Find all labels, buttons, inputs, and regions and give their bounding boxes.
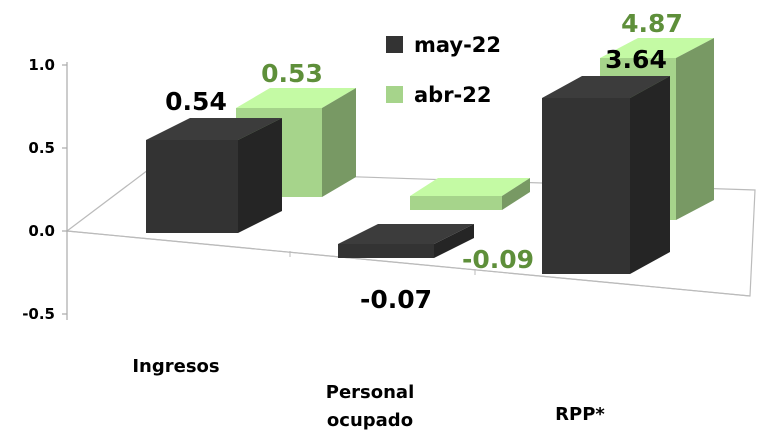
bar-front-face <box>146 140 238 233</box>
chart-floor <box>65 169 756 297</box>
category-label: RPP* <box>555 404 605 425</box>
legend-label: abr-22 <box>414 83 492 107</box>
category-label: Ingresos <box>132 356 219 377</box>
floor-front-edge <box>66 230 751 297</box>
y-tick-label: 0.5 <box>28 139 55 157</box>
data-label: 4.87 <box>621 9 683 38</box>
bar-top-face <box>338 224 474 244</box>
bar-top-face <box>410 178 530 196</box>
bar-front-face <box>542 98 630 274</box>
legend-swatch <box>386 36 403 53</box>
bar-may-22-personal-ocupado <box>338 224 474 258</box>
legend: may-22 abr-22 <box>386 33 501 107</box>
data-labels: 0.54 -0.07 3.64 0.53 -0.09 4.87 <box>165 9 683 314</box>
y-axis-ticks: 1.0 0.5 0.0 -0.5 <box>22 56 67 323</box>
bar-top-face <box>542 76 670 98</box>
bar-may-22-rpp <box>542 76 670 274</box>
bar-side-face <box>238 118 282 233</box>
data-label: -0.09 <box>462 245 534 274</box>
bar-side-face <box>630 76 670 274</box>
y-tick-label: -0.5 <box>22 305 55 323</box>
bar-side-face <box>502 178 530 210</box>
bar-may-22-ingresos <box>146 118 282 233</box>
bar-front-face <box>410 196 502 210</box>
bar-side-face <box>322 88 356 197</box>
data-label: 0.54 <box>165 87 227 116</box>
data-label: -0.07 <box>360 285 432 314</box>
y-tick-label: 1.0 <box>28 56 55 74</box>
category-labels: Ingresos Personal ocupado RPP* <box>132 356 605 431</box>
bar-top-face <box>236 88 356 108</box>
data-label: 0.53 <box>261 59 323 88</box>
bar-side-face <box>676 38 714 220</box>
bar-top-face <box>146 118 282 140</box>
bar-side-face <box>434 224 474 258</box>
bar-front-face <box>338 244 434 258</box>
y-tick-label: 0.0 <box>28 222 55 240</box>
bar-abr-22-personal-ocupado <box>410 178 530 210</box>
legend-item-may-22: may-22 <box>386 33 501 57</box>
category-label: Personal ocupado <box>326 382 415 431</box>
legend-swatch <box>386 86 403 103</box>
bars <box>146 38 714 274</box>
legend-item-abr-22: abr-22 <box>386 83 492 107</box>
data-label: 3.64 <box>605 45 667 74</box>
legend-label: may-22 <box>414 33 501 57</box>
